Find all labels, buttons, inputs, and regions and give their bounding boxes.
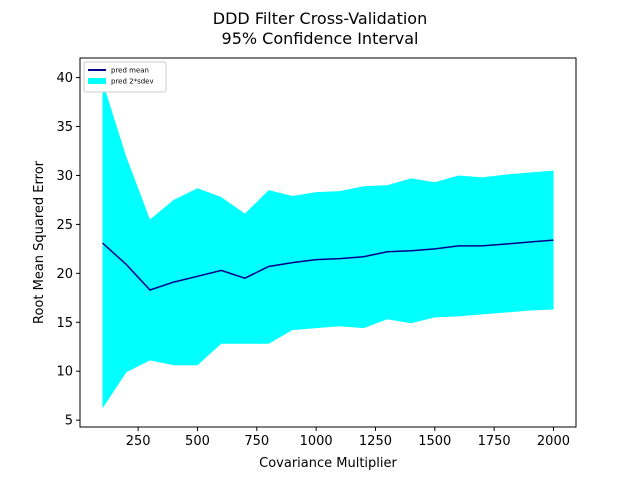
x-axis-label: Covariance Multiplier [259, 456, 397, 471]
x-tick-label: 250 [126, 434, 151, 449]
x-tick-label: 1750 [478, 434, 511, 449]
y-tick-label: 35 [56, 120, 73, 135]
x-tick-label: 750 [244, 434, 269, 449]
y-axis-label: Root Mean Squared Error [32, 160, 47, 324]
plot-frame [79, 57, 577, 428]
x-tick-label: 2000 [537, 434, 570, 449]
legend-swatch-band [88, 78, 106, 84]
x-axis: 250 500 750 1000 1250 1500 1750 2000 [126, 427, 570, 449]
x-tick-label: 1250 [359, 434, 392, 449]
mean-line [101, 239, 554, 291]
y-tick-label: 25 [56, 218, 73, 233]
y-axis: 5 10 15 20 25 30 35 40 [56, 71, 80, 429]
x-tick-label: 500 [185, 434, 210, 449]
confidence-band [102, 81, 554, 409]
y-tick-label: 15 [56, 316, 73, 331]
legend-label-band: pred 2*sdev [111, 78, 154, 86]
x-tick-label: 1500 [418, 434, 451, 449]
chart-title: DDD Filter Cross-Validation [213, 9, 427, 28]
legend: pred mean pred 2*sdev [83, 61, 167, 93]
y-tick-label: 20 [56, 267, 73, 282]
chart-subtitle: 95% Confidence Interval [222, 29, 419, 48]
y-tick-label: 5 [65, 414, 73, 429]
legend-label-mean: pred mean [111, 67, 149, 75]
y-tick-label: 40 [56, 71, 73, 86]
x-tick-label: 1000 [300, 434, 333, 449]
y-tick-label: 30 [56, 169, 73, 184]
plot-area [79, 57, 577, 428]
y-tick-label: 10 [56, 365, 73, 380]
